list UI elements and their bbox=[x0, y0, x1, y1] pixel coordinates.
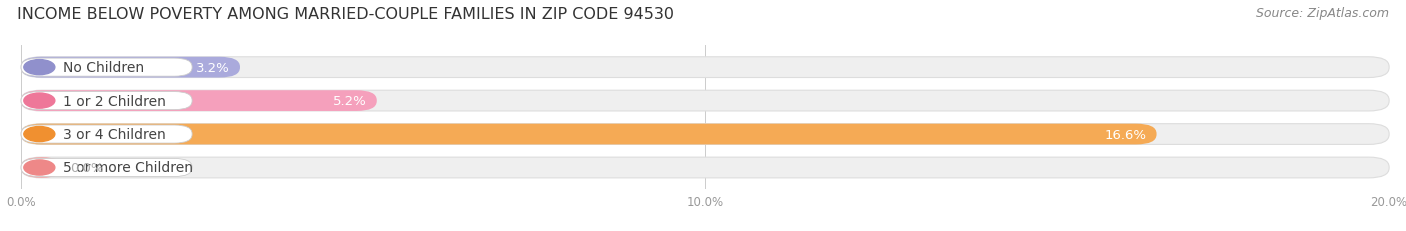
Text: Source: ZipAtlas.com: Source: ZipAtlas.com bbox=[1256, 7, 1389, 20]
FancyBboxPatch shape bbox=[21, 91, 1389, 112]
Text: 3.2%: 3.2% bbox=[195, 61, 229, 74]
FancyBboxPatch shape bbox=[21, 58, 1389, 78]
Text: 5.2%: 5.2% bbox=[333, 95, 367, 108]
Text: 1 or 2 Children: 1 or 2 Children bbox=[63, 94, 166, 108]
FancyBboxPatch shape bbox=[21, 92, 193, 110]
FancyBboxPatch shape bbox=[21, 91, 377, 112]
FancyBboxPatch shape bbox=[21, 159, 193, 177]
FancyBboxPatch shape bbox=[21, 59, 193, 77]
Text: 5 or more Children: 5 or more Children bbox=[63, 161, 193, 175]
Text: 16.6%: 16.6% bbox=[1104, 128, 1146, 141]
FancyBboxPatch shape bbox=[21, 125, 193, 143]
Text: No Children: No Children bbox=[63, 61, 145, 75]
FancyBboxPatch shape bbox=[21, 158, 62, 178]
Text: 0.0%: 0.0% bbox=[70, 161, 104, 174]
Text: INCOME BELOW POVERTY AMONG MARRIED-COUPLE FAMILIES IN ZIP CODE 94530: INCOME BELOW POVERTY AMONG MARRIED-COUPL… bbox=[17, 7, 673, 22]
FancyBboxPatch shape bbox=[21, 58, 240, 78]
FancyBboxPatch shape bbox=[21, 158, 1389, 178]
Text: 3 or 4 Children: 3 or 4 Children bbox=[63, 128, 166, 141]
Circle shape bbox=[24, 160, 55, 175]
Circle shape bbox=[24, 60, 55, 75]
Circle shape bbox=[24, 127, 55, 142]
FancyBboxPatch shape bbox=[21, 124, 1389, 145]
Circle shape bbox=[24, 94, 55, 109]
FancyBboxPatch shape bbox=[21, 124, 1157, 145]
